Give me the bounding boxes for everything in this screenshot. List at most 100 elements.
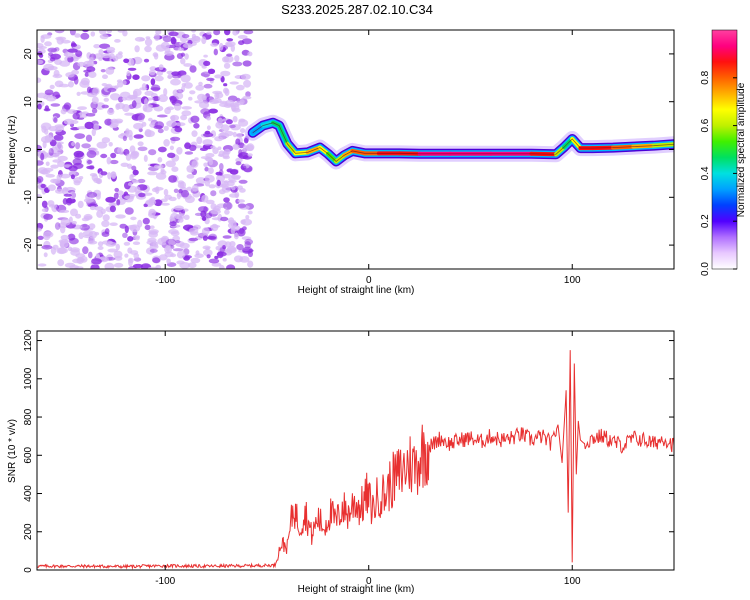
noise-blob [215, 246, 221, 251]
colorbar-label: Normalized spectral amplitude [736, 82, 747, 217]
noise-blob [102, 74, 108, 79]
noise-blob [44, 89, 54, 96]
noise-blob [235, 161, 242, 166]
noise-blob [221, 183, 228, 187]
noise-blob [67, 56, 74, 63]
noise-blob [124, 112, 135, 116]
noise-blob [144, 129, 152, 137]
noise-blob [54, 128, 63, 133]
noise-blob [120, 162, 129, 167]
noise-blob [45, 173, 55, 178]
noise-blob [107, 108, 115, 115]
noise-blob [44, 128, 49, 135]
noise-region [37, 30, 255, 269]
noise-blob [201, 194, 209, 203]
noise-blob [163, 88, 168, 96]
noise-blob [184, 151, 194, 155]
noise-blob [122, 232, 128, 238]
noise-blob [74, 33, 81, 38]
noise-blob [154, 121, 165, 129]
noise-blob [157, 157, 163, 163]
noise-blob [194, 212, 203, 216]
noise-blob [124, 225, 129, 234]
noise-blob [88, 71, 97, 78]
noise-blob [59, 209, 70, 213]
colorbar-tick-label: 0.8 [700, 70, 711, 84]
noise-blob [82, 246, 89, 255]
noise-blob [170, 253, 177, 258]
noise-blob [233, 232, 239, 240]
noise-blob [160, 202, 170, 206]
noise-blob [60, 234, 69, 241]
noise-blob [168, 175, 178, 183]
noise-blob [77, 61, 86, 67]
noise-blob [210, 42, 219, 47]
noise-blob [67, 109, 77, 114]
noise-blob [169, 145, 174, 151]
noise-blob [216, 179, 221, 187]
noise-blob [113, 262, 124, 268]
noise-blob [226, 201, 232, 210]
noise-blob [45, 161, 50, 167]
noise-blob [179, 242, 190, 249]
noise-blob [141, 75, 151, 82]
spectrogram-y-ticks: -20 -10 0 10 20 [23, 48, 674, 252]
noise-blob [247, 153, 253, 157]
noise-blob [120, 132, 128, 137]
noise-blob [207, 68, 216, 75]
noise-blob [128, 182, 133, 186]
noise-blob [79, 224, 90, 231]
noise-blob [97, 246, 104, 250]
noise-blob [93, 123, 100, 131]
noise-blob [231, 225, 241, 231]
noise-blob [240, 73, 251, 80]
noise-blob [126, 71, 131, 77]
noise-blob [51, 204, 59, 213]
noise-blob [152, 96, 161, 102]
noise-blob [237, 203, 246, 209]
noise-blob [206, 77, 215, 82]
noise-blob [156, 70, 163, 76]
noise-blob [180, 74, 191, 83]
noise-blob [218, 150, 225, 157]
noise-blob [155, 264, 161, 269]
noise-blob [201, 227, 210, 236]
noise-blob [177, 71, 182, 78]
noise-blob [37, 178, 42, 184]
noise-blob [232, 61, 243, 67]
noise-blob [87, 203, 99, 208]
noise-blob [115, 243, 121, 251]
noise-blob [200, 71, 211, 78]
snr-y-ticks: 0 200 400 600 800 1000 1200 [23, 329, 674, 573]
noise-blob [238, 179, 248, 184]
noise-blob [203, 83, 213, 89]
noise-blob [205, 199, 215, 205]
noise-blob [37, 227, 42, 232]
noise-blob [206, 31, 212, 35]
noise-blob [141, 83, 147, 91]
noise-blob [168, 196, 177, 202]
noise-blob [149, 225, 155, 229]
noise-blob [70, 120, 79, 124]
noise-blob [245, 91, 251, 98]
noise-blob [123, 58, 130, 64]
noise-blob [100, 53, 112, 59]
noise-blob [246, 143, 255, 152]
noise-blob [175, 122, 186, 127]
noise-blob [206, 116, 212, 121]
noise-blob [172, 248, 184, 252]
noise-blob [221, 185, 231, 193]
noise-blob [235, 84, 245, 91]
noise-blob [183, 214, 190, 220]
noise-blob [137, 178, 146, 184]
spectrogram-y-tick-label: -10 [23, 190, 34, 205]
noise-blob [160, 41, 170, 50]
noise-blob [169, 216, 174, 222]
noise-blob [87, 60, 95, 68]
noise-blob [100, 153, 108, 159]
noise-blob [95, 254, 101, 259]
noise-blob [163, 125, 169, 131]
noise-blob [180, 52, 185, 57]
noise-blob [38, 53, 44, 58]
noise-blob [54, 30, 65, 34]
